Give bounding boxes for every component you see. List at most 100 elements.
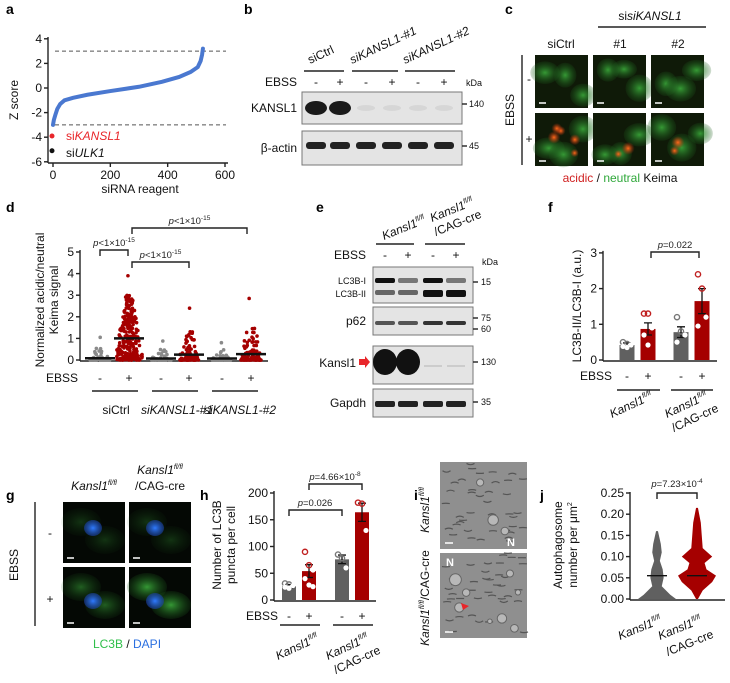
e-marker-label: 35 <box>481 397 491 407</box>
d-data-point <box>242 339 247 343</box>
d-data-point <box>126 341 131 346</box>
h-data-point <box>301 548 309 556</box>
h-significance-bracket <box>308 483 363 490</box>
b-kda-label: kDa <box>466 78 482 88</box>
d-data-point <box>182 345 186 349</box>
d-data-point <box>250 326 255 331</box>
i-organelle <box>466 563 475 566</box>
d-data-point <box>139 353 144 358</box>
i-nucleus-label: N <box>507 537 515 549</box>
b-marker-140: 140 <box>469 99 484 109</box>
e-ebss-sign: + <box>404 248 411 262</box>
h-p-value: p=4.66×10-8 <box>308 471 361 483</box>
f-p-value: p=0.022 <box>657 240 693 251</box>
d-data-point <box>186 345 190 350</box>
e-ebss-sign: + <box>452 248 459 262</box>
c-cell <box>570 83 596 107</box>
f-y-tick-label: 1 <box>590 317 597 331</box>
b-band-actin <box>434 142 454 149</box>
b-ebss-sign: + <box>336 75 343 89</box>
e-band-lc3b-ii <box>375 290 395 295</box>
i-organelle <box>450 481 459 484</box>
d-data-point <box>120 358 125 362</box>
d-data-point <box>131 316 136 320</box>
d-significance-bracket <box>131 261 190 268</box>
e-band-gapdh <box>423 401 443 407</box>
d-data-point <box>247 296 251 301</box>
d-p-value: p<1×10-15 <box>168 215 211 227</box>
h-bar <box>335 559 349 600</box>
d-data-point <box>245 343 250 348</box>
a-ylabel: Z score <box>7 80 21 120</box>
b-band-kansl1 <box>305 101 327 115</box>
h-data-point <box>343 565 349 571</box>
i-organelle <box>519 631 529 634</box>
c-cell <box>548 141 579 168</box>
e-row-gapdh: Gapdh <box>330 396 366 410</box>
i-organelle <box>491 480 500 484</box>
i-row-cagcre: Kansl1fl/fl/CAG-cre <box>418 550 432 646</box>
d-y-tick-label: 4 <box>67 267 74 281</box>
h-data-point <box>305 561 313 569</box>
f-ebss-sign: + <box>698 369 705 383</box>
c-ebss-label: EBSS <box>503 94 517 126</box>
d-data-point <box>126 294 131 299</box>
f-data-point <box>640 310 648 317</box>
h-y-tick-label: 50 <box>255 566 269 580</box>
h-y-tick-label: 200 <box>248 486 268 500</box>
h-y-tick-label: 150 <box>248 513 268 527</box>
c-acidic-puncta <box>669 145 680 156</box>
f-data-point <box>703 314 709 320</box>
f-ylabel: LC3B-II/LC3B-I (a.u.) <box>570 250 584 363</box>
b-band-kansl1 <box>329 101 351 115</box>
h-data-point <box>290 582 296 589</box>
d-ebss-sign: - <box>98 371 102 385</box>
h-data-point <box>338 554 346 562</box>
a-highlight-point <box>49 133 55 139</box>
i-vesicle <box>476 478 485 487</box>
i-organelle <box>455 515 465 518</box>
panel-c-keima-images: sisiKANSL1 siCtrl #1 #2 EBSS - + acidic … <box>503 9 713 185</box>
b-ebss-sign: + <box>388 75 395 89</box>
i-vesicle <box>496 613 508 624</box>
f-ebss-label: EBSS <box>580 369 612 383</box>
j-ylabel-1: Autophagosome <box>551 501 565 589</box>
j-violin <box>678 507 716 599</box>
d-data-point <box>134 327 139 332</box>
i-organelle <box>463 529 473 533</box>
j-y-tick-label: 0.00 <box>601 592 625 606</box>
f-data-point <box>644 310 652 317</box>
d-data-point <box>94 346 99 351</box>
d-group-sikansl1-2: siKANSL1-#2 <box>204 403 276 417</box>
c-acidic-puncta <box>671 135 685 150</box>
h-data-point <box>282 584 288 590</box>
d-data-point <box>94 352 99 357</box>
panel-b-western-blot: siCtrl siKANSL1-#1 siKANSL1-#2 EBSS - + - +… <box>251 23 484 166</box>
a-x-tick-label: 400 <box>158 168 178 182</box>
e-band-p62 <box>446 321 466 325</box>
c-acidic-puncta <box>547 131 561 144</box>
i-organelle <box>448 593 457 595</box>
d-data-point <box>117 349 121 353</box>
d-data-point <box>117 341 122 345</box>
d-data-point <box>185 339 189 344</box>
panel-label-c: c <box>505 1 513 17</box>
d-data-point <box>127 354 132 359</box>
d-data-point <box>125 351 130 356</box>
e-ebss-label: EBSS <box>334 248 366 262</box>
d-data-point <box>187 306 192 310</box>
e-ebss-sign: - <box>383 248 387 262</box>
b-band-kansl1-faint <box>383 105 401 111</box>
f-data-point <box>682 332 688 338</box>
d-data-point <box>218 353 222 358</box>
c-cell <box>681 59 712 81</box>
g-col-flfl: Kansl1fl/fl <box>71 479 117 493</box>
c-keima-image <box>651 55 712 108</box>
e-kda-label: kDa <box>482 257 498 267</box>
d-data-point <box>179 358 184 362</box>
panel-e-western-blot: Kansl1fl/fl Kansl1fl/fl /CAG-cre EBSS - +… <box>319 195 498 418</box>
d-data-point <box>128 299 132 303</box>
b-band-actin <box>408 142 428 149</box>
f-y-tick-label: 3 <box>590 246 597 260</box>
c-cell <box>664 75 697 102</box>
